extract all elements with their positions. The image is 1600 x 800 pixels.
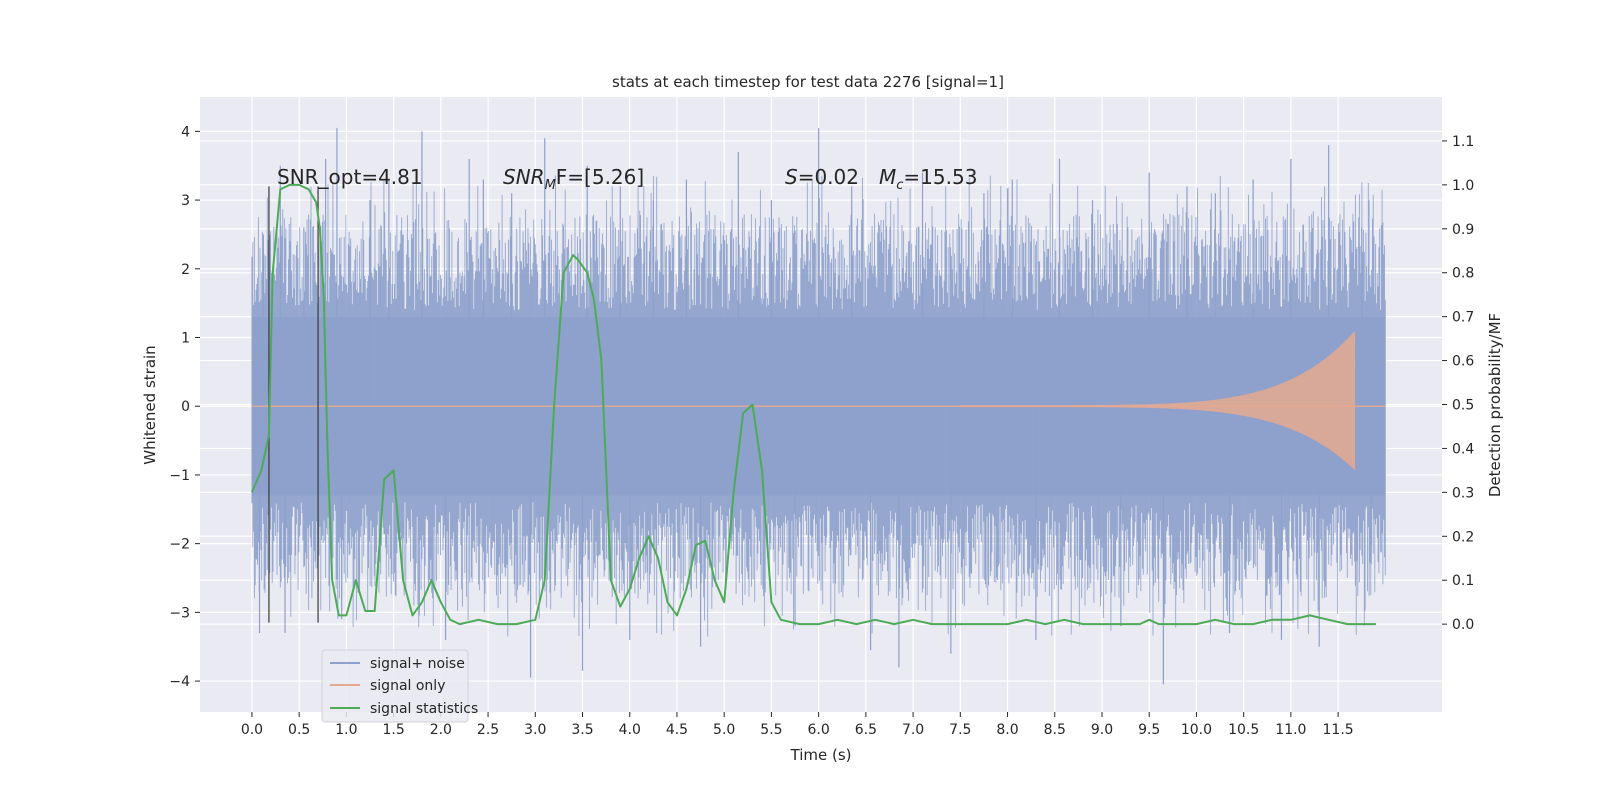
y-right-tick-label: 0.0 [1452,617,1474,633]
x-tick-label: 1.5 [382,722,404,738]
y-right-tick-label: 0.7 [1452,310,1474,326]
x-tick-label: 8.5 [1044,722,1066,738]
x-axis-ticks: 0.0 0.5 1.0 1.5 2.0 2.5 3.0 3.5 4.0 4.5 5.0 5.5 6.0 6… [241,712,1354,738]
series-signal-only [251,330,1386,471]
x-tick-label: 11.5 [1323,722,1354,738]
x-tick-label: 5.5 [760,722,782,738]
snr-mf-rest: F=[5.26] [556,165,644,189]
s-val: =0.02 [798,165,859,189]
y-left-tick-label: −4 [169,674,190,690]
x-tick-label: 5.0 [713,722,735,738]
x-tick-label: 1.0 [335,722,357,738]
legend-box [321,649,469,723]
annotation-s-mc: S=0.02 Mc=15.53 [785,165,977,193]
x-tick-label: 3.0 [524,722,546,738]
y-right-tick-label: 0.1 [1452,573,1474,589]
legend-label-signal-only: signal only [370,678,445,694]
snr-mf-sub: M [545,178,556,193]
annotation-snr-opt: SNR_opt=4.81 [277,165,423,189]
signal-chirp [960,330,1356,471]
y-right-tick-label: 0.4 [1452,441,1474,457]
legend: signal+ noise signal only signal statist… [321,649,478,723]
x-tick-label: 7.5 [949,722,971,738]
snr-mf-base: SNR [503,165,545,189]
chart-title: stats at each timestep for test data 227… [612,73,1004,91]
y-left-tick-label: −2 [169,537,190,553]
x-tick-label: 9.5 [1138,722,1160,738]
x-tick-label: 4.0 [619,722,641,738]
mc-var: M [879,165,896,189]
y-left-tick-label: 3 [181,193,190,209]
y-axis-left-label: Whitened strain [141,345,159,464]
svg-text:Mc=15.53: Mc=15.53 [879,165,977,193]
y-right-tick-label: 0.2 [1452,529,1474,545]
y-left-tick-label: 1 [181,331,190,347]
statistics-line [250,183,1376,626]
x-tick-label: 11.0 [1275,722,1306,738]
x-tick-label: 3.5 [571,722,593,738]
y-axis-right-label: Detection probability/MF [1486,313,1504,497]
y-right-tick-label: 0.6 [1452,354,1474,370]
x-tick-label: 8.0 [996,722,1018,738]
x-tick-label: 6.0 [808,722,830,738]
y-right-tick-label: 0.3 [1452,485,1474,501]
x-tick-label: 2.0 [430,722,452,738]
y-right-tick-label: 1.0 [1452,178,1474,194]
noise-trace [251,175,1386,637]
x-axis-label: Time (s) [790,746,852,764]
y-left-tick-label: 2 [181,262,190,278]
y-axis-right-ticks: 1.1 1.0 0.9 0.8 0.7 0.6 0.5 0.4 0.3 0.2 0.1 0.0 [1442,134,1474,633]
y-left-tick-label: 4 [181,124,190,140]
x-tick-label: 0.0 [241,722,263,738]
legend-label-signal-statistics: signal statistics [370,701,478,717]
svg-text:S=0.02: S=0.02 [785,165,859,189]
legend-label-signal-plus-noise: signal+ noise [370,656,465,672]
y-right-tick-label: 0.5 [1452,398,1474,414]
y-left-tick-label: −3 [169,605,190,621]
y-right-tick-label: 0.9 [1452,222,1474,238]
annotation-snr-mf: SNRMF=[5.26] [503,165,644,193]
mc-sub: c [896,178,903,193]
svg-text:SNRMF=[5.26]: SNRMF=[5.26] [503,165,644,193]
x-tick-label: 2.5 [477,722,499,738]
x-tick-label: 0.5 [288,722,310,738]
y-right-tick-label: 0.8 [1452,266,1474,282]
mc-val: =15.53 [903,165,977,189]
x-tick-label: 9.0 [1091,722,1113,738]
x-tick-label: 10.0 [1181,722,1212,738]
y-right-tick-label: 1.1 [1452,134,1474,150]
y-left-tick-label: −1 [169,468,190,484]
x-tick-label: 10.5 [1228,722,1259,738]
s-var: S [785,165,798,189]
x-tick-label: 7.0 [902,722,924,738]
y-left-tick-label: 0 [181,399,190,415]
x-tick-label: 6.5 [855,722,877,738]
x-tick-label: 4.5 [666,722,688,738]
y-axis-left-ticks: 4 3 2 1 0 −1 −2 −3 −4 [169,124,200,690]
snr-opt-text: SNR_opt=4.81 [277,165,423,189]
series-signal-statistics [250,183,1376,626]
